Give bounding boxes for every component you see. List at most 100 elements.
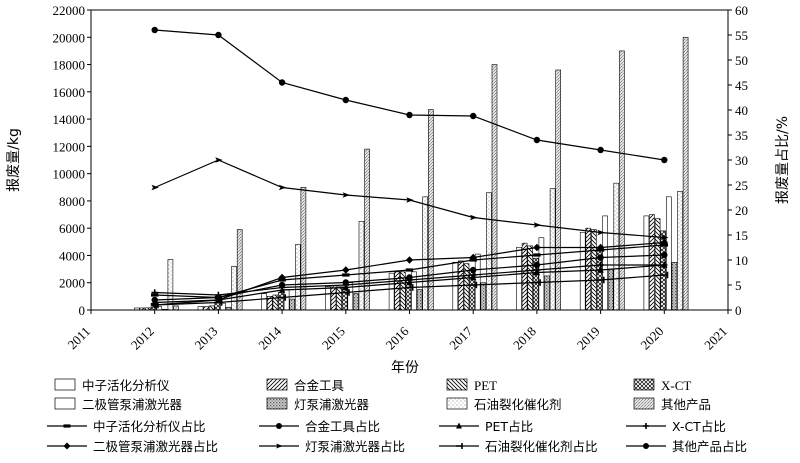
legend-item: 石油裂化催化剂占比 — [439, 439, 598, 454]
legend-label: 石油裂化催化剂占比 — [485, 439, 598, 454]
y-tick-label: 0 — [79, 303, 86, 318]
line-marker — [597, 261, 604, 269]
line-marker — [215, 157, 223, 163]
line-marker — [597, 276, 605, 284]
bar — [671, 261, 678, 311]
bar — [538, 237, 545, 311]
x-tick-label: 2012 — [128, 324, 157, 353]
x-tick-label: 2017 — [446, 323, 475, 352]
y2-tick-label: 25 — [735, 178, 748, 193]
y2-tick-label: 55 — [735, 28, 748, 43]
legend-item: 合金工具 — [266, 378, 345, 393]
line-marker — [342, 192, 350, 198]
line-marker — [533, 266, 541, 274]
line-marker — [533, 222, 542, 228]
x-tick-label: 2018 — [510, 324, 539, 353]
bar — [341, 286, 348, 311]
legend-label: PET — [474, 378, 497, 393]
legend-label: PET占比 — [485, 419, 533, 434]
line-marker — [151, 26, 158, 34]
bar — [278, 291, 284, 311]
x-tick-label: 2019 — [574, 324, 603, 353]
bar — [336, 286, 342, 311]
line-marker — [406, 284, 414, 291]
line-marker — [597, 266, 604, 273]
bar — [677, 191, 683, 311]
line-marker — [596, 243, 605, 252]
line-marker — [405, 256, 414, 264]
line-marker — [278, 284, 286, 291]
legend-item: 中子活化分析仪占比 — [47, 419, 206, 434]
legend-label: 二极管泵浦激光器 — [82, 397, 183, 412]
line-marker — [276, 423, 282, 429]
y2-tick-label: 0 — [735, 303, 742, 318]
x-axis-label: 年份 — [391, 360, 419, 376]
bar — [325, 286, 331, 311]
legend-item: 二极管泵浦激光器 — [54, 397, 183, 412]
line-marker — [215, 31, 222, 39]
legend-label: 合金工具占比 — [305, 419, 380, 434]
y-tick-label: 2000 — [59, 276, 85, 291]
line-marker — [597, 146, 604, 154]
line-marker — [533, 243, 541, 252]
legend-swatch — [633, 397, 655, 410]
line-marker — [470, 214, 478, 221]
line-marker — [151, 289, 158, 296]
legend-item: 灯泵浦激光器 — [266, 397, 370, 412]
plot-area — [90, 9, 729, 311]
line-marker — [278, 294, 287, 301]
x-tick-label: 2016 — [383, 323, 412, 352]
bar — [649, 214, 655, 311]
line-marker — [661, 156, 668, 164]
bar — [173, 305, 179, 311]
y-tick-label: 8000 — [59, 194, 85, 209]
y2-tick-label: 35 — [735, 128, 748, 143]
legend-label: 石油裂化催化剂 — [474, 397, 562, 412]
legend-label: X-CT — [661, 378, 691, 393]
bar — [555, 69, 562, 311]
bar — [602, 215, 608, 311]
bar — [682, 36, 689, 311]
y2-axis-label: 报废量占比/% — [775, 116, 791, 204]
y-axis-left: 0 2000 4000 6000 8000 10000 12000 14000 16000 180… — [53, 3, 91, 318]
y-tick-label: 22000 — [53, 3, 86, 18]
line-marker — [278, 273, 286, 282]
y-tick-label: 20000 — [53, 30, 86, 45]
x-tick-label: 2013 — [192, 324, 221, 353]
line-marker — [661, 234, 669, 241]
line-marker — [342, 289, 350, 296]
line-marker — [470, 112, 477, 120]
bar — [358, 221, 365, 311]
legend-swatch — [54, 397, 76, 410]
y-tick-label: 14000 — [53, 112, 86, 127]
bar — [236, 229, 243, 311]
line-marker — [643, 423, 649, 429]
legend-label: 其他产品 — [661, 397, 711, 412]
bar — [619, 50, 625, 311]
legend-swatch — [266, 397, 288, 410]
line-marker — [661, 261, 668, 269]
legend-label: 灯泵浦激光器占比 — [305, 439, 405, 454]
bar — [208, 305, 215, 311]
bar — [544, 275, 550, 311]
bar — [654, 218, 661, 311]
y-tick-label: 18000 — [53, 58, 86, 73]
x-tick-label: 2011 — [64, 324, 93, 353]
bar — [300, 186, 307, 311]
x-tick-label: 2014 — [255, 323, 284, 352]
line-marker — [406, 276, 413, 284]
legend-item: X-CT — [633, 378, 691, 393]
legend-swatch — [446, 397, 468, 410]
line-marker — [470, 281, 478, 289]
y-tick-label: 10000 — [53, 167, 86, 182]
bar — [480, 282, 487, 311]
y2-tick-label: 5 — [735, 278, 742, 293]
line-marker — [342, 273, 350, 277]
line-marker — [63, 442, 71, 450]
line-marker — [342, 266, 350, 274]
y2-tick-label: 40 — [735, 103, 748, 118]
line-marker — [151, 184, 159, 191]
bar — [521, 242, 528, 311]
line-marker — [405, 268, 414, 272]
y2-tick-label: 10 — [735, 253, 748, 268]
